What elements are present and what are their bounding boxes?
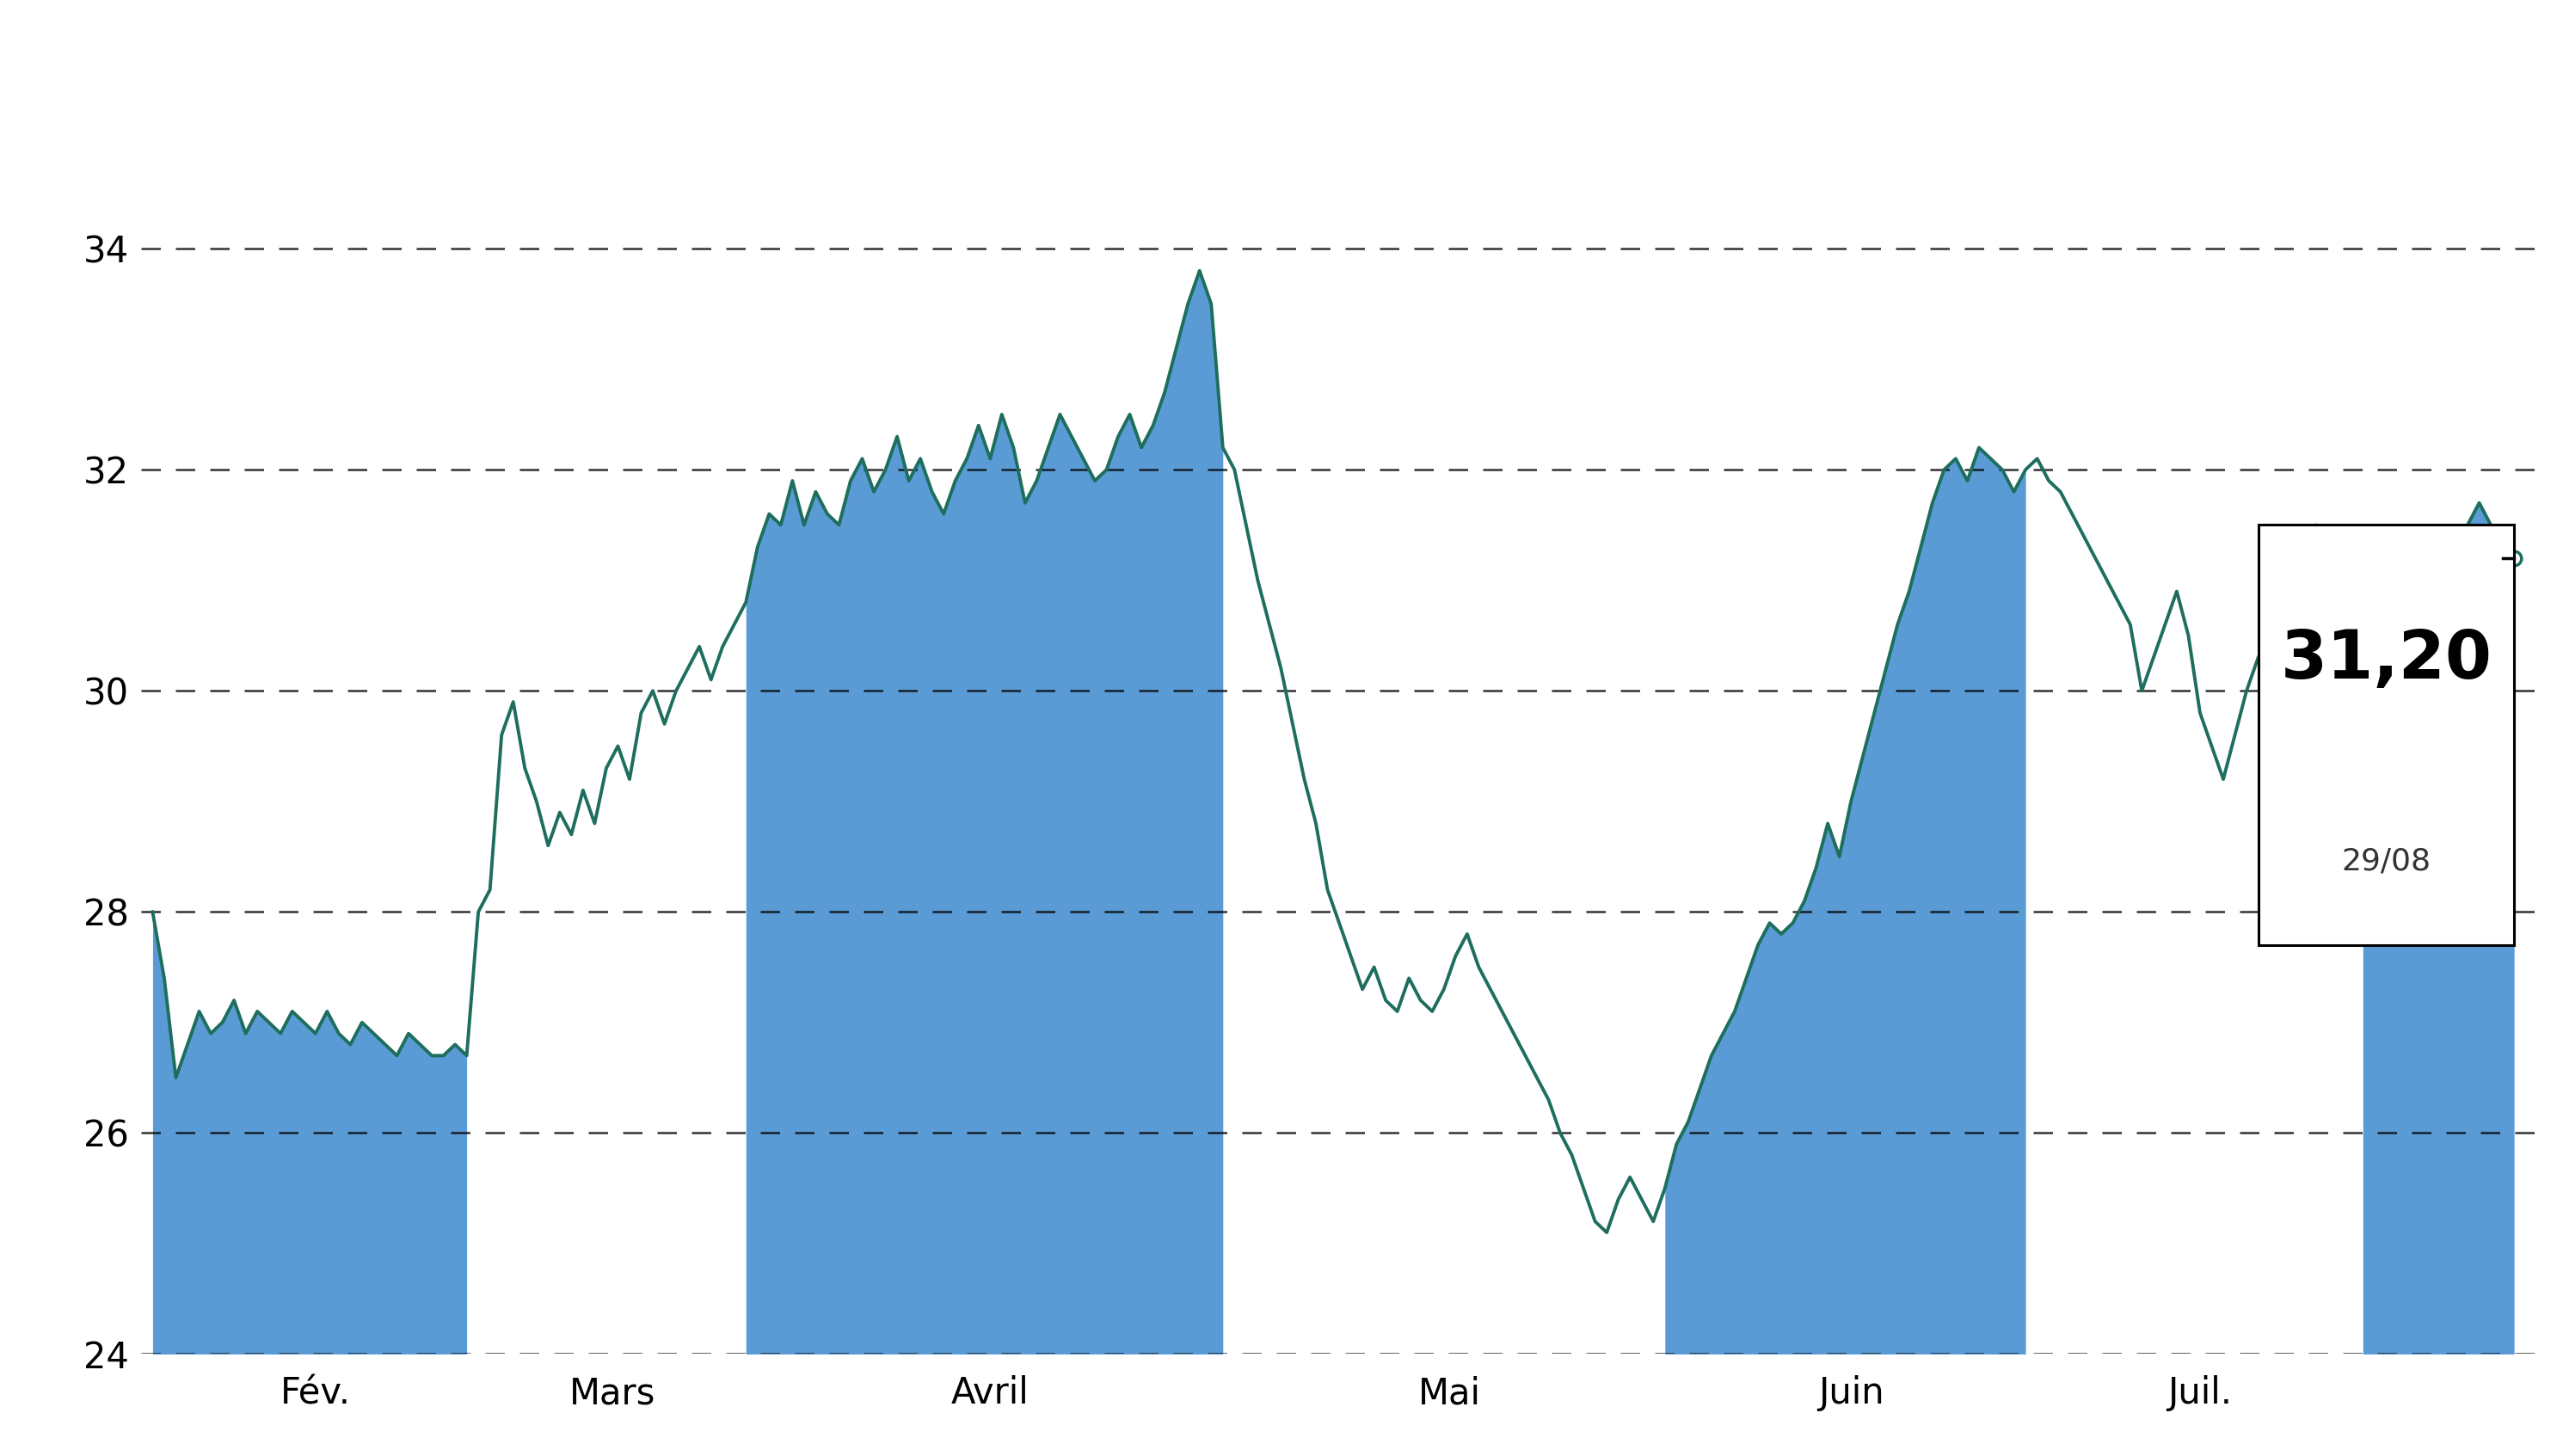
Text: KAUFMAN ET BROAD: KAUFMAN ET BROAD	[725, 23, 1838, 115]
Bar	[2258, 526, 2514, 945]
Text: 31,20: 31,20	[2281, 626, 2491, 692]
Text: 29/08: 29/08	[2343, 846, 2430, 875]
